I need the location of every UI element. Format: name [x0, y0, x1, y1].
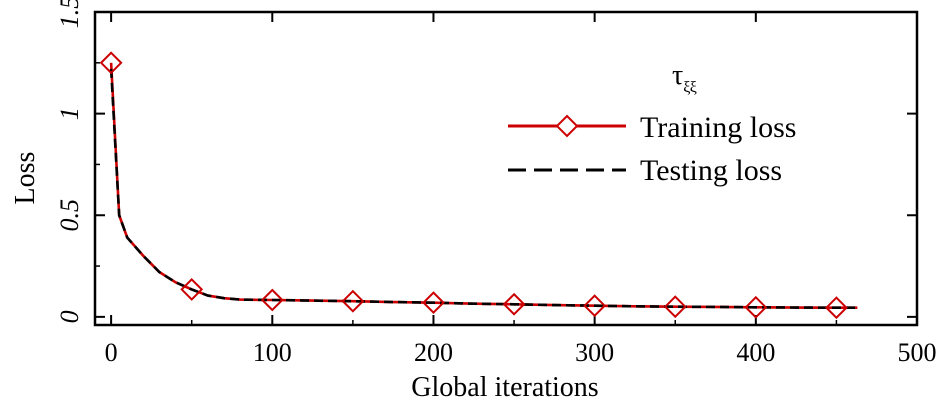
- y-tick-label: 0: [55, 310, 84, 323]
- series-line-testing: [109, 68, 858, 310]
- series-markers: [99, 51, 848, 320]
- legend-label-testing: Testing loss: [640, 154, 782, 187]
- x-tick-label: 300: [575, 338, 614, 367]
- data-point-marker: [583, 294, 607, 318]
- y-tick-label: 1.5: [55, 0, 84, 28]
- x-tick-label: 200: [414, 338, 453, 367]
- data-point-marker: [180, 278, 204, 301]
- plot-frame: [93, 10, 919, 327]
- data-point-marker: [341, 289, 365, 313]
- data-point-marker: [663, 295, 687, 319]
- legend-marker-training: [555, 114, 579, 138]
- data-point-marker: [502, 292, 526, 316]
- data-point-marker: [422, 291, 445, 315]
- data-point-marker: [260, 288, 284, 312]
- axis-tick-labels: 0 100 200 300 400 500 0 0.5 1 1.5: [55, 0, 937, 367]
- data-point-marker: [99, 51, 123, 75]
- y-tick-label: 0.5: [55, 199, 84, 232]
- legend-title-main: τ: [672, 60, 683, 91]
- data-point-marker: [824, 296, 848, 320]
- legend: τξξ Training loss Testing loss: [508, 60, 796, 187]
- x-axis-title: Global iterations: [411, 372, 598, 403]
- series-lines: [109, 62, 858, 310]
- x-tick-label: 0: [105, 338, 118, 367]
- y-axis-title: Loss: [10, 152, 41, 205]
- x-tick-label: 400: [736, 338, 775, 367]
- legend-title: τξξ: [672, 60, 697, 96]
- legend-title-sub: ξξ: [683, 79, 697, 96]
- x-tick-label: 500: [898, 338, 937, 367]
- legend-label-training: Training loss: [640, 111, 796, 144]
- y-tick-label: 1: [55, 107, 84, 120]
- data-point-marker: [744, 295, 768, 319]
- axis-ticks: [95, 11, 918, 325]
- x-tick-label: 100: [253, 338, 292, 367]
